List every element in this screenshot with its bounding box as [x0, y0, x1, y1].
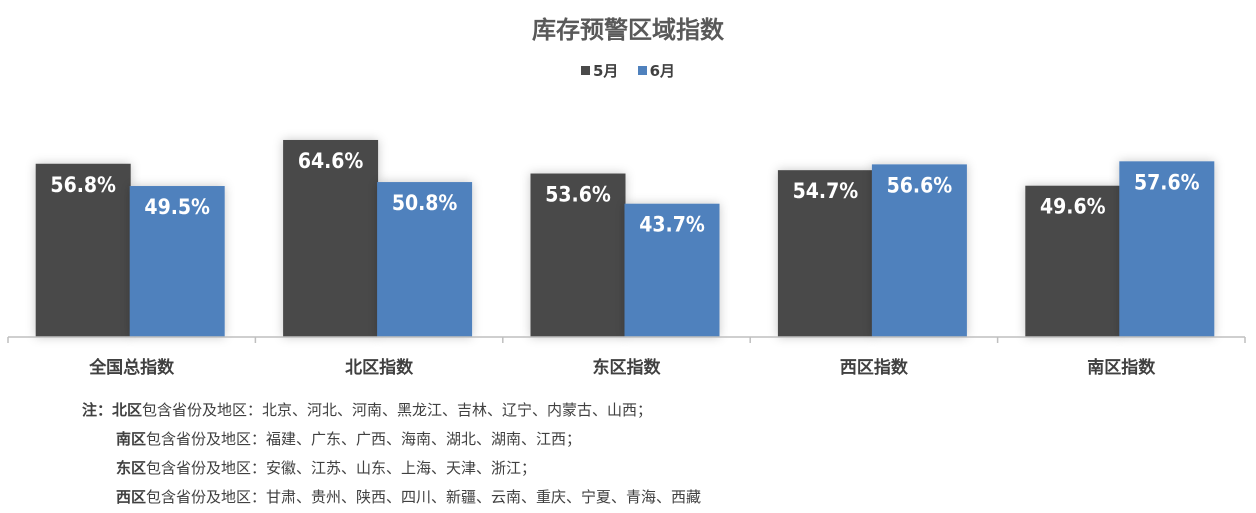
note-line-east: 东区包含省份及地区：安徽、江苏、山东、上海、天津、浙江； — [82, 454, 701, 483]
note-region: 北区 — [112, 401, 143, 419]
legend-swatch-june — [637, 66, 647, 75]
note-region: 南区 — [116, 430, 147, 448]
bar — [283, 139, 379, 337]
note-text: 包含省份及地区：福建、广东、广西、海南、湖北、湖南、江西； — [146, 430, 582, 448]
bar — [129, 186, 225, 337]
note-line-west: 西区包含省份及地区：甘肃、贵州、陕西、四川、新疆、云南、重庆、宁夏、青海、西藏 — [82, 483, 701, 512]
data-label: 43.7% — [639, 213, 705, 237]
bar — [530, 173, 626, 337]
x-tick-label: 全国总指数 — [88, 357, 175, 378]
legend-item-june: 6月 — [637, 60, 676, 81]
note-text: 包含省份及地区：甘肃、贵州、陕西、四川、新疆、云南、重庆、宁夏、青海、西藏 — [146, 488, 702, 506]
bar — [624, 203, 720, 337]
x-axis — [7, 336, 1246, 343]
bar — [1025, 185, 1121, 337]
legend-swatch-may — [580, 66, 590, 75]
x-tick-label: 南区指数 — [1087, 357, 1156, 378]
x-tick-label: 西区指数 — [840, 357, 909, 378]
chart-title: 库存预警区域指数 — [532, 16, 724, 44]
data-label: 57.6% — [1134, 170, 1200, 194]
data-label: 56.6% — [887, 173, 953, 197]
note-region: 西区 — [116, 488, 147, 506]
legend-label-june: 6月 — [649, 62, 676, 80]
notes: 注：北区包含省份及地区：北京、河北、河南、黑龙江、吉林、辽宁、内蒙古、山西； 南… — [82, 396, 701, 512]
legend-label-may: 5月 — [592, 62, 619, 80]
bars-group — [35, 139, 1215, 337]
bar — [1119, 161, 1215, 337]
bar — [377, 182, 473, 337]
data-label: 49.5% — [144, 195, 210, 219]
bar — [777, 170, 873, 337]
data-label: 64.6% — [298, 149, 364, 173]
note-line-south: 南区包含省份及地区：福建、广东、广西、海南、湖北、湖南、江西； — [82, 425, 701, 454]
bar — [35, 163, 131, 337]
data-label: 56.8% — [50, 173, 116, 197]
x-tick-label: 东区指数 — [593, 357, 662, 378]
data-label: 54.7% — [793, 179, 859, 203]
legend-item-may: 5月 — [580, 60, 619, 81]
data-label: 50.8% — [392, 191, 458, 215]
labels-group: 56.8% 49.5% 全国总指数 64.6% 50.8% 北区指数 53.6% 43.7% 东… — [50, 149, 1199, 378]
x-tick-label: 北区指数 — [345, 357, 414, 378]
note-text: 包含省份及地区：安徽、江苏、山东、上海、天津、浙江； — [146, 459, 537, 477]
note-prefix: 注： — [82, 401, 113, 419]
bar-chart: 56.8% 49.5% 全国总指数 64.6% 50.8% 北区指数 53.6% 43.7% 东… — [7, 139, 1246, 378]
legend: 5月 6月 — [0, 60, 1256, 81]
note-text: 包含省份及地区：北京、河北、河南、黑龙江、吉林、辽宁、内蒙古、山西； — [142, 401, 653, 419]
note-line-north: 注：北区包含省份及地区：北京、河北、河南、黑龙江、吉林、辽宁、内蒙古、山西； — [82, 396, 701, 425]
note-region: 东区 — [116, 459, 147, 477]
data-label: 49.6% — [1040, 195, 1106, 219]
data-label: 53.6% — [545, 183, 611, 207]
bar — [871, 164, 967, 337]
